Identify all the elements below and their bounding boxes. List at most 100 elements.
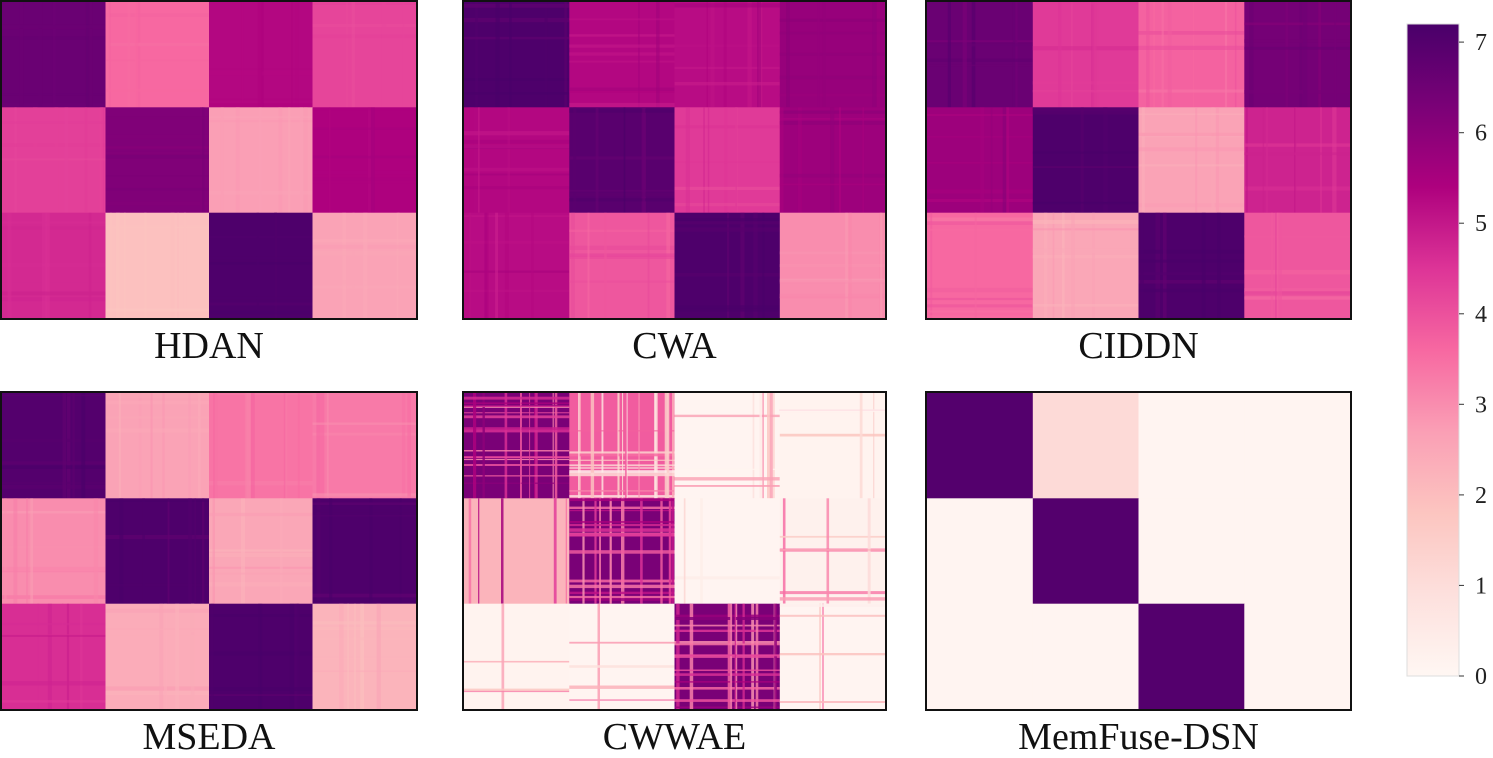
heatmap-texture-line [464,429,570,433]
heatmap-cell [312,2,417,108]
heatmap-cell [312,107,417,214]
heatmap-texture-line [312,107,416,111]
heatmap-texture-line [209,302,313,306]
heatmap-texture-line [468,498,472,604]
heatmap-cell [105,393,210,499]
heatmap-texture-line [42,212,47,318]
heatmap-texture-line [105,608,209,613]
heatmap-texture-line [1092,2,1097,108]
heatmap-texture-line [590,393,595,499]
heatmap-texture-line [1211,107,1215,213]
heatmap-texture-line [1244,291,1351,296]
heatmap-frame [925,391,1352,711]
heatmap-texture-line [1155,212,1160,318]
heatmap-texture-line [674,687,780,690]
heatmap-texture-line [569,102,675,108]
heatmap-cell [927,212,1034,319]
heatmap-texture-line [1006,107,1009,213]
heatmap-texture-line [105,151,209,155]
heatmap-texture-line [573,107,577,213]
heatmap-texture-line [2,545,106,549]
heatmap-texture-line [595,107,599,213]
heatmap-hdan [0,0,418,320]
heatmap-texture-line [482,393,485,499]
heatmap-texture-line [685,107,690,213]
heatmap-texture-line [569,521,675,523]
heatmap-texture-line [1262,107,1265,213]
heatmap-texture-line [85,2,90,108]
heatmap-cell [105,212,210,319]
panel-label-cwwae: CWWAE [602,716,747,758]
heatmap-texture-line [1140,212,1144,318]
heatmap-texture-line [569,245,675,250]
heatmap-texture-line [312,670,416,673]
heatmap-texture-line [1080,107,1084,213]
heatmap-texture-line [569,451,675,454]
heatmap-texture-line [1275,212,1277,318]
heatmap-texture-line [638,393,640,499]
colorbar-tick-label: 2 [1475,483,1487,509]
heatmap-texture-line [396,212,399,318]
heatmap-texture-line [312,127,416,130]
heatmap-texture-line [569,533,675,537]
heatmap-texture-line [312,34,416,39]
heatmap-texture-line [1161,2,1164,108]
heatmap-texture-line [329,498,333,604]
heatmap-texture-line [674,641,780,644]
heatmap-texture-line [990,107,993,213]
heatmap-texture-line [779,31,886,35]
heatmap-cell [2,603,106,710]
heatmap-texture-line [571,212,575,318]
heatmap-texture-line [464,3,570,8]
heatmap-texture-line [464,167,570,172]
heatmap-texture-line [209,694,313,696]
heatmap-texture-line [464,240,570,244]
heatmap-texture-line [569,464,675,467]
heatmap-texture-line [927,43,1033,47]
heatmap-texture-line [2,461,106,465]
heatmap-texture-line [534,393,538,499]
heatmap-texture-line [862,107,865,213]
heatmap-texture-line [312,637,416,641]
heatmap-texture-line [312,2,416,5]
heatmap-cell [779,603,886,710]
heatmap-texture-line [209,582,313,587]
heatmap-texture-line [927,228,1033,231]
heatmap-texture-line [202,498,205,604]
heatmap-texture-line [779,52,886,56]
heatmap-texture-line [13,498,18,604]
heatmap-texture-line [352,212,355,318]
heatmap-texture-line [1032,90,1139,93]
heatmap-texture-line [464,660,570,663]
heatmap-texture-line [241,2,244,108]
heatmap-texture-line [822,2,826,108]
heatmap-texture-line [779,183,886,186]
heatmap-texture-line [569,280,675,283]
heatmap-texture-line [376,603,381,709]
heatmap-texture-line [534,393,536,499]
heatmap-texture-line [569,87,675,91]
heatmap-texture-line [797,107,802,213]
heatmap-texture-line [587,212,590,318]
heatmap-texture-line [105,187,209,191]
heatmap-texture-line [509,2,512,108]
heatmap-texture-line [1244,143,1351,147]
heatmap-texture-line [367,107,372,213]
heatmap-texture-line [674,624,780,627]
heatmap-texture-line [81,393,86,499]
heatmap-texture-line [927,114,1033,116]
heatmap-texture-line [1270,212,1274,318]
heatmap-texture-line [1162,212,1167,318]
heatmap-texture-line [674,227,780,232]
heatmap-texture-line [346,2,349,108]
heatmap-texture-line [464,415,570,419]
heatmap-texture-line [464,36,570,40]
heatmap-texture-line [2,221,106,224]
heatmap-texture-line [478,107,480,213]
heatmap-texture-line [150,393,153,499]
heatmap-texture-line [1032,151,1139,154]
heatmap-texture-line [604,212,607,318]
heatmap-texture-line [779,614,886,617]
heatmap-texture-line [105,308,209,312]
heatmap-texture-line [757,2,762,108]
